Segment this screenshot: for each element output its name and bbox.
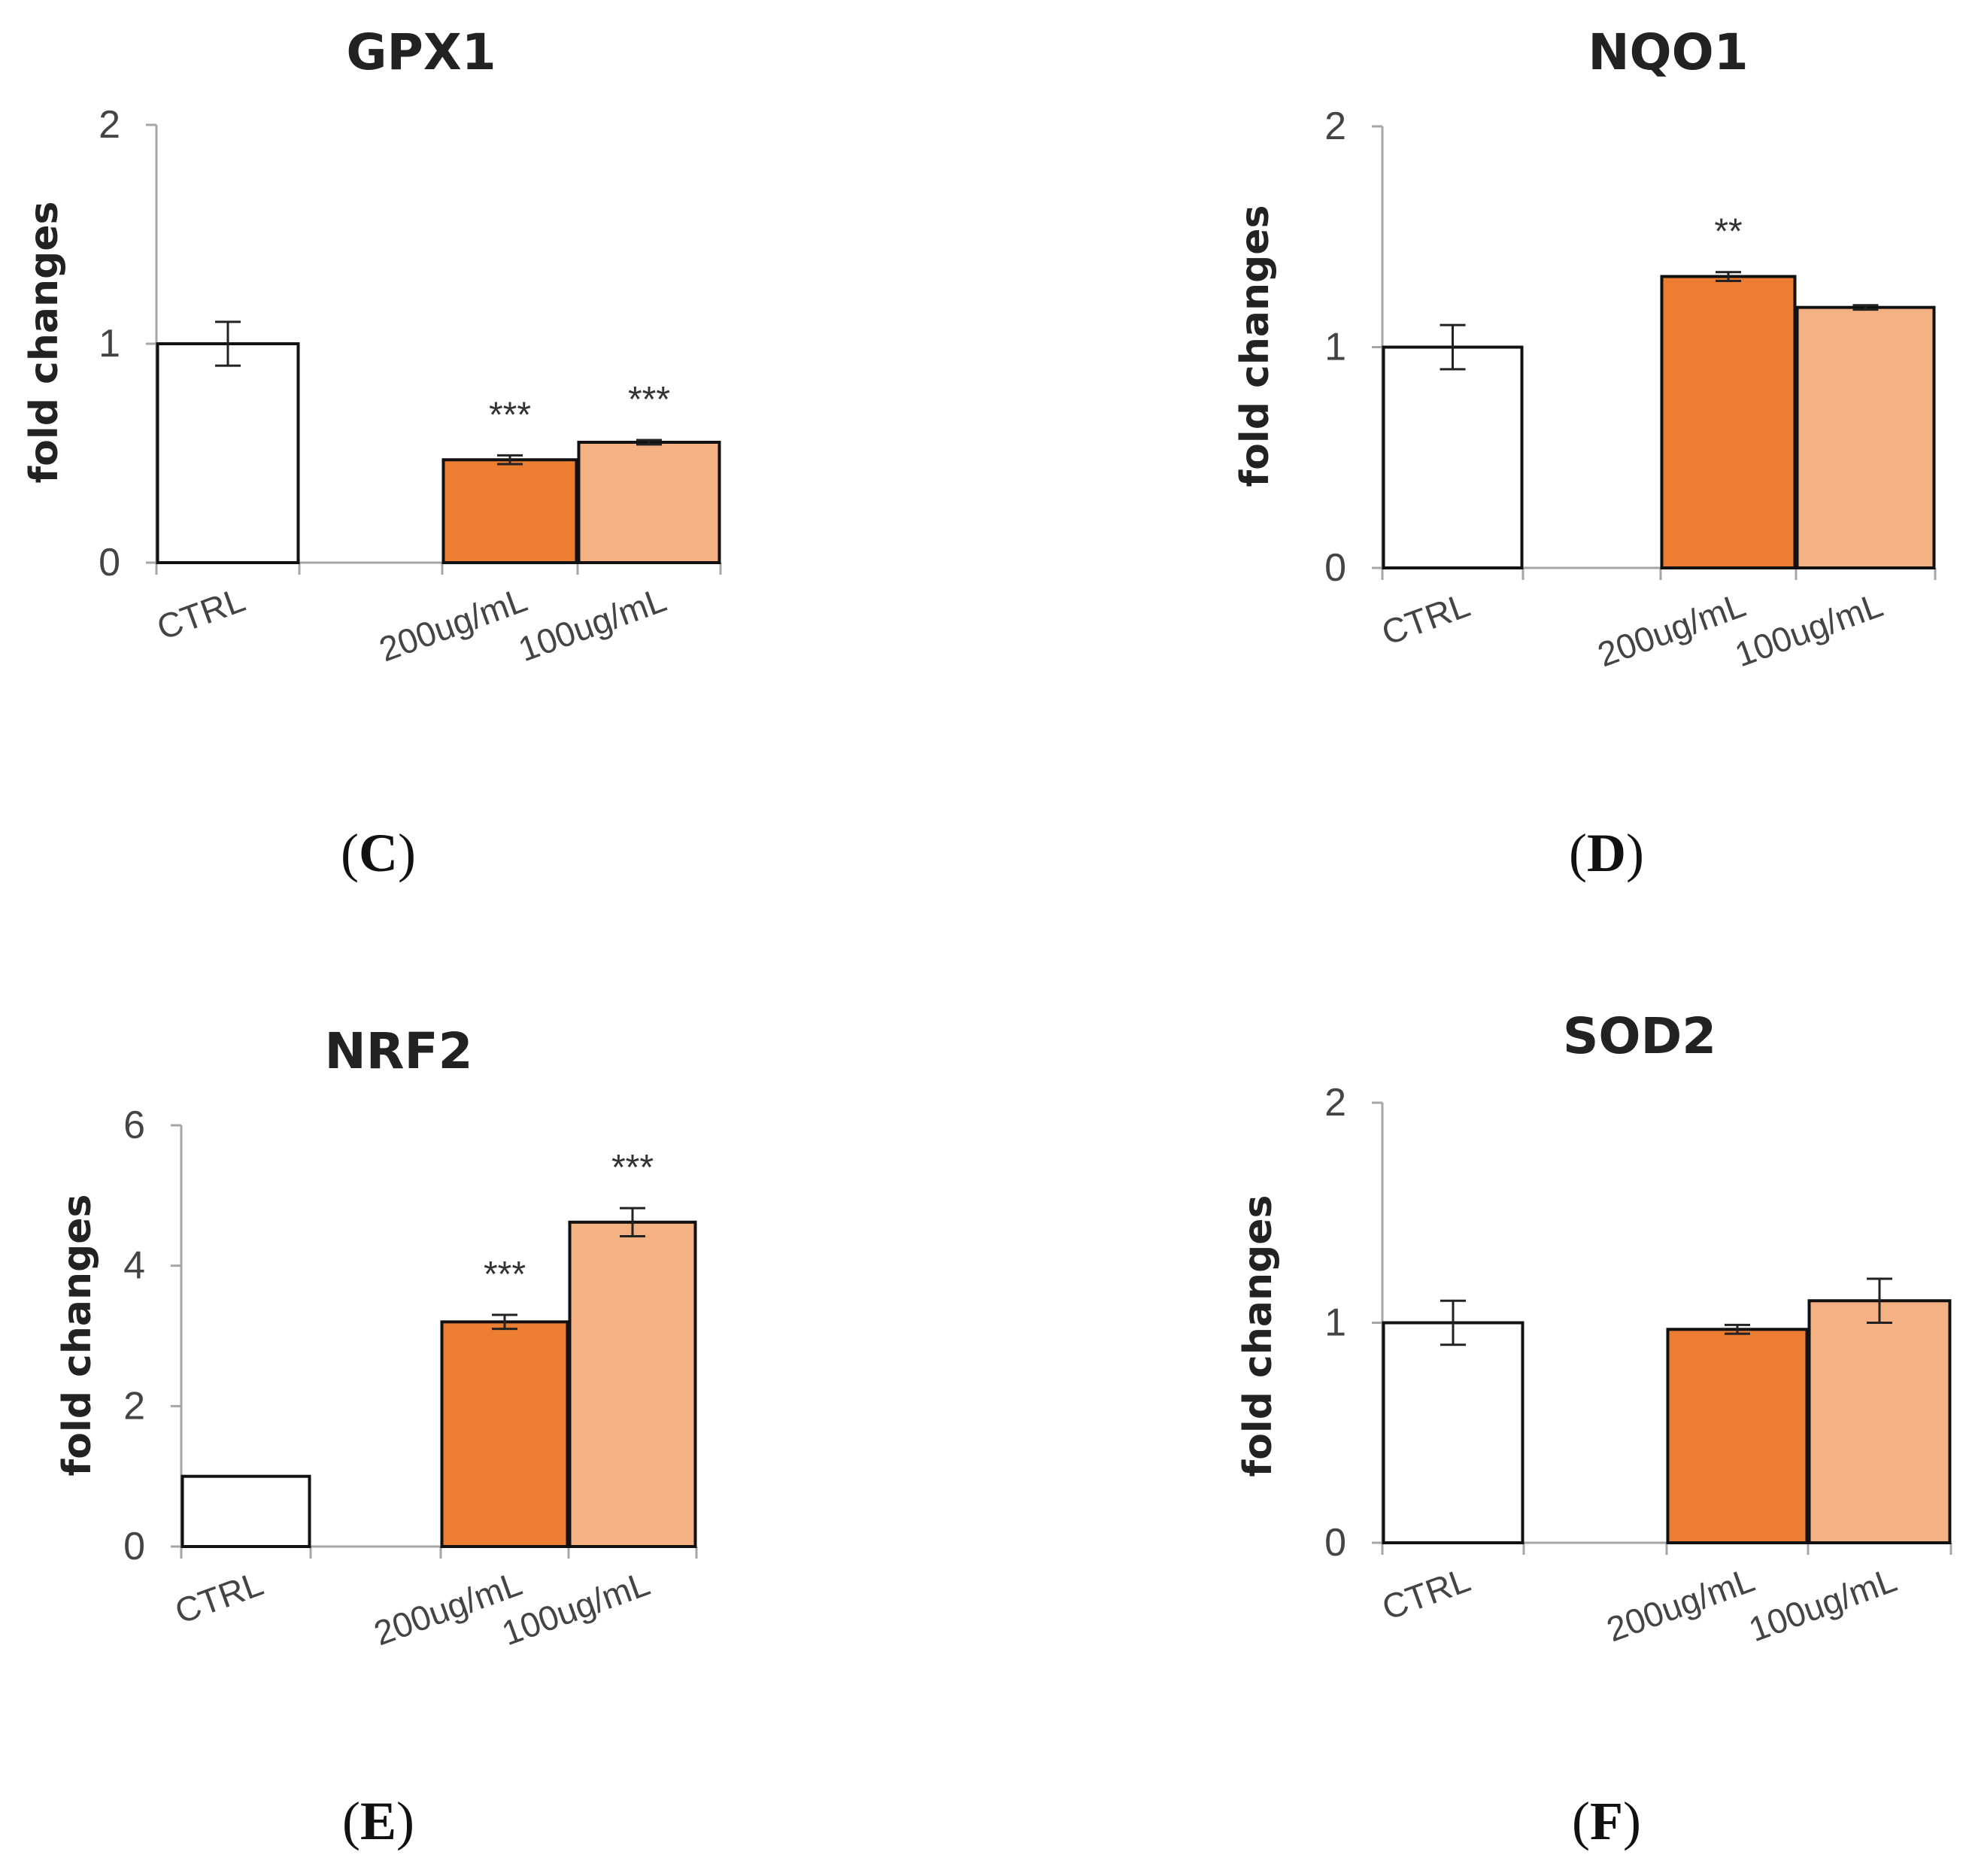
y-tick-label: 4	[123, 1244, 145, 1288]
y-axis-label: fold changes	[55, 1195, 100, 1477]
category-label-200: 200ug/mL	[1592, 585, 1750, 675]
category-label-100: 100ug/mL	[1743, 1560, 1901, 1650]
y-axis-label: fold changes	[22, 202, 67, 484]
category-label-100: 100ug/mL	[496, 1564, 654, 1653]
panel-letter: F	[1590, 1791, 1623, 1851]
category-label-100: 100ug/mL	[513, 580, 671, 669]
significance-label: **	[1714, 212, 1742, 252]
category-label-200: 200ug/mL	[1601, 1560, 1759, 1650]
y-tick-label: 2	[123, 1384, 145, 1428]
y-tick-label: 1	[1324, 1301, 1346, 1345]
significance-label: ***	[628, 380, 670, 420]
category-label-ctrl: CTRL	[1377, 1560, 1476, 1628]
y-tick-label: 0	[99, 541, 120, 584]
panel-d-label: (D)	[1569, 823, 1644, 883]
panel-f-label: (F)	[1572, 1791, 1641, 1851]
chart-title: NQO1	[1588, 23, 1748, 81]
bar-100	[1795, 305, 1936, 569]
significance-label: ***	[611, 1148, 654, 1188]
y-tick-label: 1	[99, 322, 120, 366]
y-tick-label: 2	[1324, 105, 1346, 148]
chart-gpx1: GPX1 fold changes 0 1 2 CTRL *** 200ug/mL *** 100…	[22, 23, 722, 883]
bar-100	[568, 1220, 697, 1549]
panel-c-label: (C)	[341, 823, 416, 883]
y-tick-label: 0	[1324, 546, 1346, 590]
significance-label: ***	[489, 395, 531, 435]
category-label-100: 100ug/mL	[1730, 585, 1888, 675]
y-tick-label: 2	[99, 103, 120, 147]
y-axis-label: fold changes	[1236, 1195, 1281, 1477]
bar-200	[1660, 275, 1797, 569]
category-label-ctrl: CTRL	[1376, 585, 1475, 653]
y-tick-label: 2	[1324, 1081, 1346, 1125]
chart-title: SOD2	[1563, 1007, 1716, 1065]
panel-letter: C	[359, 823, 398, 883]
bar-ctrl	[1382, 1321, 1525, 1544]
significance-label: ***	[484, 1255, 526, 1295]
category-label-ctrl: CTRL	[170, 1564, 268, 1632]
chart-title: NRF2	[324, 1022, 472, 1080]
bar-100	[577, 440, 721, 565]
bar-200	[441, 458, 578, 564]
bar-200	[440, 1320, 569, 1549]
chart-nrf2: NRF2 fold changes 0 2 4 6 CTRL *** 200ug/mL *** 10…	[55, 1022, 698, 1851]
bar-ctrl	[181, 1474, 311, 1548]
bar-ctrl	[1382, 345, 1524, 569]
chart-nqo1: NQO1 fold changes 0 1 2 CTRL ** 200ug/mL100ug/m…	[1233, 23, 1937, 883]
category-label-200: 200ug/mL	[369, 1564, 526, 1653]
bar-ctrl	[156, 342, 300, 564]
y-tick-label: 1	[1324, 326, 1346, 369]
y-tick-label: 0	[1324, 1521, 1346, 1565]
panel-e-label: (E)	[342, 1791, 414, 1851]
bar-100	[1807, 1299, 1952, 1544]
bar-200	[1666, 1328, 1809, 1545]
panel-letter: E	[360, 1791, 396, 1851]
category-label-200: 200ug/mL	[374, 580, 532, 669]
y-tick-label: 6	[123, 1103, 145, 1147]
category-label-ctrl: CTRL	[152, 580, 250, 648]
panel-letter: D	[1587, 823, 1626, 883]
chart-title: GPX1	[346, 23, 496, 81]
y-tick-label: 0	[123, 1525, 145, 1568]
y-axis-label: fold changes	[1233, 205, 1278, 487]
